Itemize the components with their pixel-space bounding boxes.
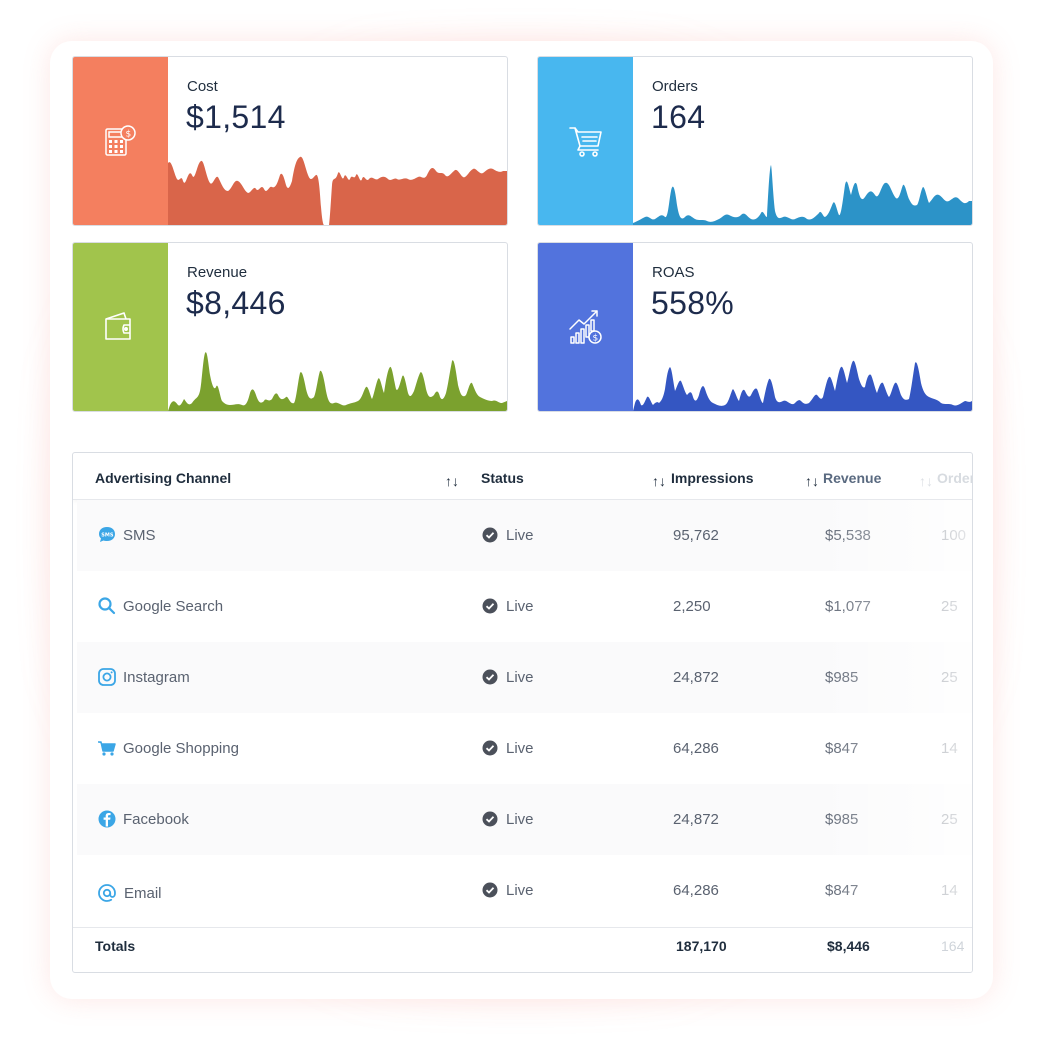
- sms-icon: SMS: [97, 525, 117, 545]
- channel-name: Google Search: [123, 598, 224, 615]
- impressions-value: 95,762: [673, 527, 719, 544]
- revenue-label: Revenue: [187, 264, 248, 281]
- totals-impressions: 187,170: [676, 938, 727, 954]
- svg-text:$: $: [125, 130, 131, 140]
- table-row[interactable]: Google Shopping Live 64,286 $847 14: [77, 713, 972, 784]
- roas-card[interactable]: $ ROAS 558%: [537, 242, 973, 412]
- channels-table: Advertising Channel ↑↓ Status ↑↓ Impress…: [72, 452, 973, 973]
- revenue-value: $8,446: [186, 285, 286, 321]
- cost-card-side: $: [73, 57, 168, 225]
- sort-icon-channel[interactable]: ↑↓: [445, 473, 459, 489]
- roas-label: ROAS: [652, 264, 695, 281]
- table-row[interactable]: Email Live 64,286 $847 14: [77, 855, 972, 926]
- header-impressions[interactable]: Impressions: [671, 470, 754, 486]
- totals-row: Totals 187,170 $8,446 164: [73, 927, 972, 972]
- check-circle-icon: [482, 811, 498, 827]
- orders-card[interactable]: Orders 164: [537, 56, 973, 226]
- svg-text:SMS: SMS: [101, 532, 114, 538]
- cart-icon: [568, 124, 604, 158]
- orders-value: 14: [941, 882, 958, 899]
- impressions-value: 24,872: [673, 811, 719, 828]
- header-revenue[interactable]: Revenue: [823, 470, 882, 486]
- check-circle-icon: [482, 598, 498, 614]
- header-status[interactable]: Status: [481, 470, 524, 486]
- revenue-value: $5,538: [825, 527, 871, 544]
- roas-card-side: $: [538, 243, 633, 411]
- check-circle-icon: [482, 669, 498, 685]
- check-circle-icon: [482, 740, 498, 756]
- sort-icon-impressions[interactable]: ↑↓: [805, 473, 819, 489]
- cost-sparkline: [168, 156, 507, 225]
- totals-orders: 164: [941, 938, 965, 954]
- status-value: Live: [506, 527, 534, 544]
- cost-card[interactable]: $ Cost $1,514: [72, 56, 508, 226]
- impressions-value: 64,286: [673, 882, 719, 899]
- shopping-cart-icon: [97, 738, 117, 758]
- cost-value: $1,514: [186, 99, 286, 135]
- revenue-value: $985: [825, 669, 859, 686]
- table-header: Advertising Channel ↑↓ Status ↑↓ Impress…: [73, 453, 972, 500]
- orders-sparkline: [633, 165, 972, 225]
- orders-value: 164: [651, 99, 706, 135]
- impressions-value: 2,250: [673, 598, 711, 615]
- status-value: Live: [506, 882, 534, 899]
- revenue-value: $847: [825, 740, 859, 757]
- impressions-value: 64,286: [673, 740, 719, 757]
- sort-icon-revenue[interactable]: ↑↓: [919, 473, 933, 489]
- orders-label: Orders: [652, 78, 698, 95]
- channel-name: Google Shopping: [123, 740, 239, 757]
- sort-icon-status[interactable]: ↑↓: [652, 473, 666, 489]
- orders-value: 100: [941, 527, 967, 544]
- orders-value: 25: [941, 598, 958, 615]
- revenue-value: $1,077: [825, 598, 871, 615]
- revenue-value: $847: [825, 882, 859, 899]
- instagram-icon: [97, 667, 117, 687]
- svg-text:$: $: [592, 334, 598, 344]
- orders-value: 14: [941, 740, 958, 757]
- cost-label: Cost: [187, 78, 218, 95]
- status-value: Live: [506, 598, 534, 615]
- search-icon: [97, 596, 117, 616]
- header-orders[interactable]: Orders: [937, 470, 972, 486]
- check-circle-icon: [482, 882, 498, 898]
- header-advertising-channel[interactable]: Advertising Channel: [95, 470, 232, 486]
- revenue-card[interactable]: Revenue $8,446: [72, 242, 508, 412]
- status-value: Live: [506, 740, 534, 757]
- check-circle-icon: [482, 527, 498, 543]
- calculator-icon: $: [104, 123, 138, 159]
- facebook-icon: [97, 809, 117, 829]
- status-value: Live: [506, 811, 534, 828]
- at-sign-icon: [97, 883, 117, 903]
- roas-sparkline: [633, 360, 972, 411]
- roas-value: 558%: [651, 285, 735, 321]
- revenue-value: $985: [825, 811, 859, 828]
- channel-name: Email: [124, 885, 162, 902]
- totals-label: Totals: [95, 938, 136, 954]
- orders-card-side: [538, 57, 633, 225]
- channel-name: Facebook: [123, 811, 189, 828]
- table-row[interactable]: SMS SMS Live 95,762 $5,538 100: [77, 500, 972, 571]
- growth-chart-icon: $: [567, 307, 605, 347]
- table-row[interactable]: Google Search Live 2,250 $1,077 25: [77, 571, 972, 642]
- wallet-icon: [102, 309, 140, 345]
- revenue-sparkline: [168, 352, 507, 411]
- channel-name: SMS: [123, 527, 156, 544]
- orders-value: 25: [941, 811, 958, 828]
- table-row[interactable]: Instagram Live 24,872 $985 25: [77, 642, 972, 713]
- revenue-card-side: [73, 243, 168, 411]
- table-row[interactable]: Facebook Live 24,872 $985 25: [77, 784, 972, 855]
- status-value: Live: [506, 669, 534, 686]
- impressions-value: 24,872: [673, 669, 719, 686]
- orders-value: 25: [941, 669, 958, 686]
- totals-revenue: $8,446: [827, 938, 870, 954]
- channel-name: Instagram: [123, 669, 190, 686]
